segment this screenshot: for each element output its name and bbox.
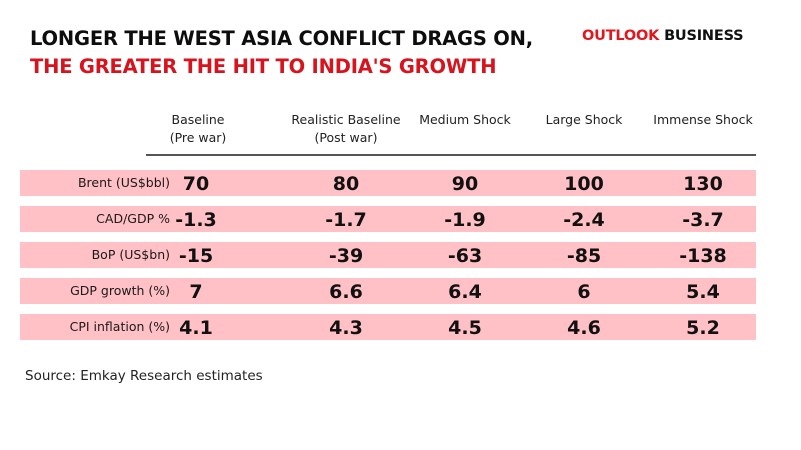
column-header-line2: (Pre war) — [169, 130, 227, 145]
column-header-line1: Immense Shock — [653, 112, 753, 127]
table-cell: 5.2 — [686, 317, 720, 339]
table-row — [20, 242, 756, 268]
table-cell: 80 — [332, 173, 360, 195]
row-label: CAD/GDP % — [96, 211, 170, 226]
table-row — [20, 314, 756, 340]
header-divider — [146, 154, 756, 156]
table-cell: -1.9 — [444, 209, 486, 231]
table-cell: 6.4 — [448, 281, 482, 303]
column-header: Immense Shock — [653, 111, 752, 129]
column-header: Large Shock — [546, 111, 623, 129]
brand-logo: OUTLOOK BUSINESS — [582, 28, 744, 44]
column-header: Realistic Baseline (Post war) — [291, 111, 400, 147]
brand-logo-outlook: OUTLOOK — [582, 28, 660, 44]
table-cell: 130 — [683, 173, 723, 195]
table-row — [20, 278, 756, 304]
table-cell: 4.3 — [329, 317, 363, 339]
column-header-line2: (Post war) — [314, 130, 378, 145]
column-header-line1: Baseline — [171, 112, 225, 127]
table-cell: 4.6 — [567, 317, 601, 339]
table-cell: 7 — [189, 281, 203, 303]
column-header: Baseline (Pre war) — [170, 111, 227, 147]
table-cell: 5.4 — [686, 281, 720, 303]
table-cell: 4.1 — [179, 317, 213, 339]
table-cell: -39 — [328, 245, 364, 267]
column-header-line1: Medium Shock — [419, 112, 511, 127]
row-label: CPI inflation (%) — [69, 319, 170, 334]
table-cell: 4.5 — [448, 317, 482, 339]
table-cell: 90 — [451, 173, 479, 195]
row-label: BoP (US$bn) — [91, 247, 170, 262]
column-header-line1: Realistic Baseline — [291, 112, 401, 127]
table-cell: -15 — [178, 245, 214, 267]
table-cell: 100 — [564, 173, 604, 195]
chart-title-line-2: THE GREATER THE HIT TO INDIA'S GROWTH — [30, 55, 497, 78]
brand-logo-business: BUSINESS — [664, 28, 744, 44]
table-cell: -138 — [679, 245, 727, 267]
column-header: Medium Shock — [419, 111, 511, 129]
chart-title-line-1: LONGER THE WEST ASIA CONFLICT DRAGS ON, — [30, 27, 533, 50]
table-cell: 70 — [182, 173, 210, 195]
table-cell: 6 — [577, 281, 591, 303]
row-label: Brent (US$bbl) — [77, 175, 170, 190]
column-header-line1: Large Shock — [545, 112, 623, 127]
table-cell: -2.4 — [563, 209, 605, 231]
row-label: GDP growth (%) — [70, 283, 170, 298]
table-cell: -1.7 — [325, 209, 367, 231]
table-cell: -63 — [447, 245, 483, 267]
table-cell: -3.7 — [682, 209, 724, 231]
table-cell: -85 — [566, 245, 602, 267]
table-row — [20, 206, 756, 232]
table-cell: 6.6 — [329, 281, 363, 303]
source-note: Source: Emkay Research estimates — [25, 368, 263, 384]
table-cell: -1.3 — [175, 209, 217, 231]
table-row — [20, 170, 756, 196]
